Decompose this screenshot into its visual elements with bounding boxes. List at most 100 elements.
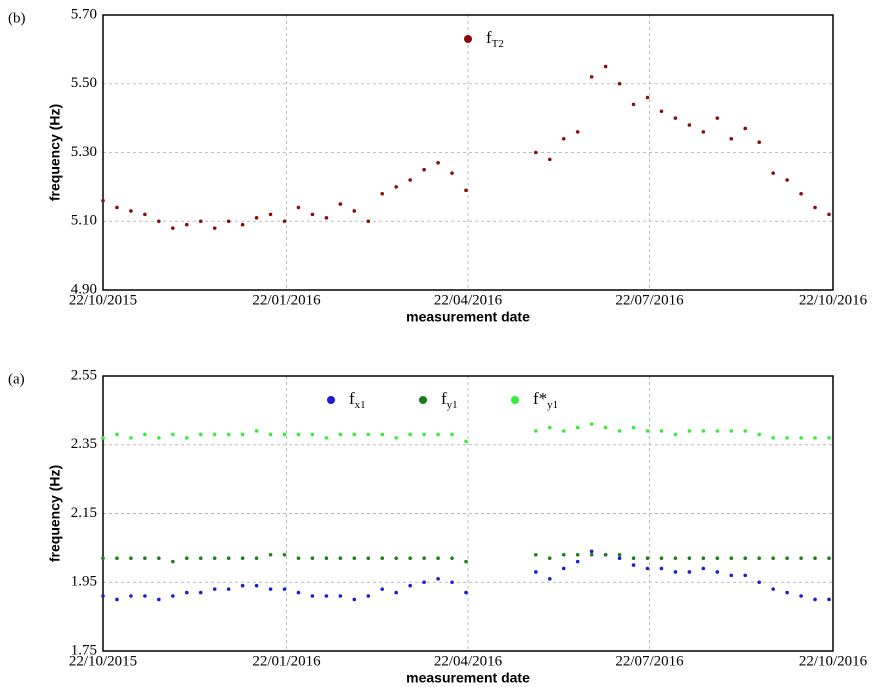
data-point: [101, 594, 105, 598]
data-point: [589, 422, 594, 426]
data-point: [547, 425, 552, 430]
data-point: [450, 556, 454, 560]
data-point: [115, 432, 119, 437]
data-point: [380, 556, 385, 560]
data-point: [115, 597, 119, 602]
data-point: [296, 432, 301, 437]
data-point: [617, 429, 622, 433]
data-point: [561, 566, 566, 571]
data-point: [450, 580, 454, 585]
data-point: [282, 219, 287, 224]
data-point: [157, 597, 161, 602]
data-point: [603, 425, 608, 430]
data-point: [240, 583, 245, 588]
data-point: [394, 590, 398, 595]
data-point: [631, 102, 636, 107]
data-point: [254, 429, 259, 433]
data-point: [729, 136, 734, 141]
data-point: [324, 594, 329, 598]
data-point: [715, 429, 720, 433]
data-point: [673, 432, 678, 437]
data-point: [547, 577, 552, 581]
data-point: [575, 130, 580, 134]
data-point: [743, 556, 748, 560]
data-point: [422, 580, 426, 585]
y-tick-label: 2.35: [71, 436, 97, 452]
y-tick-label: 1.75: [71, 642, 97, 658]
data-point: [366, 556, 371, 560]
data-point: [226, 432, 231, 437]
data-point: [171, 594, 175, 598]
data-point: [268, 552, 273, 557]
x-tick-label: 22/10/2015: [69, 653, 137, 669]
data-point: [603, 64, 608, 69]
data-point: [799, 594, 803, 598]
data-point: [338, 432, 343, 437]
y-axis-label: frequency (Hz): [47, 465, 63, 562]
data-point: [254, 556, 259, 560]
data-point: [408, 432, 412, 437]
data-point: [310, 212, 315, 217]
data-point: [813, 556, 817, 560]
data-point: [561, 429, 566, 433]
data-point: [143, 594, 147, 598]
data-point: [729, 556, 734, 560]
data-point: [184, 436, 189, 440]
data-point: [129, 594, 133, 598]
data-point: [198, 432, 203, 437]
data-point: [799, 191, 803, 196]
data-point: [324, 436, 329, 440]
data-point: [422, 167, 426, 172]
y-tick-label: 5.50: [71, 75, 97, 91]
data-point: [184, 590, 189, 595]
data-point: [268, 587, 273, 591]
data-point: [450, 432, 454, 437]
data-point: [464, 559, 468, 564]
data-point: [799, 556, 803, 560]
x-tick-label: 22/01/2016: [252, 653, 321, 669]
data-point: [673, 570, 678, 574]
data-point: [589, 549, 594, 554]
data-point: [813, 205, 817, 210]
data-point: [631, 556, 636, 560]
data-point: [701, 556, 706, 560]
data-point: [673, 116, 678, 120]
data-point: [198, 219, 203, 224]
data-point: [450, 171, 454, 175]
data-point: [338, 202, 343, 206]
panel-label: (a): [8, 371, 25, 387]
data-point: [799, 436, 803, 440]
data-point: [687, 429, 692, 433]
data-point: [380, 587, 385, 591]
data-point: [729, 429, 734, 433]
legend-label: fT2: [486, 28, 504, 50]
data-point: [282, 552, 287, 557]
data-point: [157, 219, 161, 224]
data-point: [561, 552, 566, 557]
data-point: [436, 161, 440, 165]
data-point: [589, 552, 594, 557]
data-point: [171, 559, 175, 564]
data-point: [226, 219, 231, 224]
x-tick-label: 22/07/2016: [615, 292, 684, 308]
data-point: [380, 432, 385, 437]
data-point: [687, 556, 692, 560]
data-point: [771, 171, 775, 175]
data-point: [436, 577, 440, 581]
data-point: [827, 597, 831, 602]
legend-marker: [327, 396, 335, 404]
data-point: [226, 556, 231, 560]
data-point: [464, 439, 468, 444]
data-point: [143, 556, 147, 560]
data-point: [115, 205, 119, 210]
legend-marker: [511, 396, 519, 404]
data-point: [129, 556, 133, 560]
data-point: [659, 109, 664, 114]
data-point: [408, 556, 412, 560]
data-point: [715, 116, 720, 120]
y-tick-label: 5.30: [71, 144, 97, 160]
data-point: [729, 573, 734, 578]
data-point: [534, 570, 538, 574]
x-axis-label: measurement date: [406, 309, 530, 325]
x-tick-label: 22/04/2016: [434, 292, 503, 308]
